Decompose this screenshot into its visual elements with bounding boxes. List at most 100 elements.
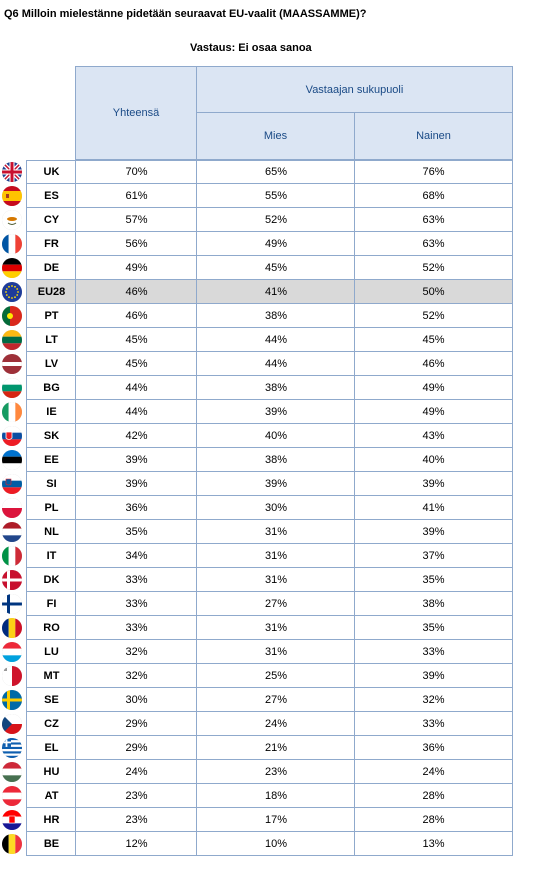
country-code-cell: PT [26, 304, 76, 328]
total-cell: 61% [75, 184, 197, 208]
answer-subtitle-text: Vastaus: Ei osaa sanoa [190, 42, 312, 54]
female-cell: 38% [354, 592, 513, 616]
lu-flag-icon [2, 642, 22, 662]
table-row: EL 29% 21% 36% [0, 736, 513, 760]
country-code-cell: BG [26, 376, 76, 400]
table-row: SI 39% 39% 39% [0, 472, 513, 496]
total-cell: 34% [75, 544, 197, 568]
table-row: AT 23% 18% 28% [0, 784, 513, 808]
country-code-cell: EE [26, 448, 76, 472]
male-cell: 44% [196, 352, 355, 376]
table-row: CY 57% 52% 63% [0, 208, 513, 232]
table-row: ES 61% 55% 68% [0, 184, 513, 208]
female-cell: 49% [354, 376, 513, 400]
country-code-cell: LT [26, 328, 76, 352]
country-code-cell: HU [26, 760, 76, 784]
country-code-cell: BE [26, 832, 76, 856]
female-cell: 52% [354, 256, 513, 280]
country-code-cell: LV [26, 352, 76, 376]
eu-flag-icon [2, 282, 22, 302]
se-flag-icon [2, 690, 22, 710]
table-row: PL 36% 30% 41% [0, 496, 513, 520]
total-cell: 70% [75, 160, 197, 184]
results-table: UK 70% 65% 76% ES 61% 55% 68% CY 57% 52% 63% FR 56% 49… [0, 160, 513, 856]
male-cell: 52% [196, 208, 355, 232]
male-cell: 27% [196, 592, 355, 616]
table-row: FR 56% 49% 63% [0, 232, 513, 256]
male-cell: 65% [196, 160, 355, 184]
header-total: Yhteensä [75, 66, 197, 160]
table-row: EE 39% 38% 40% [0, 448, 513, 472]
country-code-cell: UK [26, 160, 76, 184]
country-code-cell: SI [26, 472, 76, 496]
header-male: Mies [196, 112, 355, 160]
total-cell: 23% [75, 808, 197, 832]
female-cell: 24% [354, 760, 513, 784]
male-cell: 55% [196, 184, 355, 208]
female-cell: 76% [354, 160, 513, 184]
country-code-cell: ES [26, 184, 76, 208]
female-cell: 68% [354, 184, 513, 208]
female-cell: 50% [354, 280, 513, 304]
total-cell: 56% [75, 232, 197, 256]
total-cell: 45% [75, 328, 197, 352]
table-row: BG 44% 38% 49% [0, 376, 513, 400]
total-cell: 39% [75, 448, 197, 472]
country-code-cell: IT [26, 544, 76, 568]
table-row: UK 70% 65% 76% [0, 160, 513, 184]
be-flag-icon [2, 834, 22, 854]
female-cell: 39% [354, 520, 513, 544]
ie-flag-icon [2, 402, 22, 422]
male-cell: 38% [196, 376, 355, 400]
table-row: DK 33% 31% 35% [0, 568, 513, 592]
female-cell: 32% [354, 688, 513, 712]
country-code-cell: SK [26, 424, 76, 448]
male-cell: 45% [196, 256, 355, 280]
female-cell: 52% [354, 304, 513, 328]
female-cell: 39% [354, 664, 513, 688]
total-cell: 33% [75, 568, 197, 592]
female-cell: 13% [354, 832, 513, 856]
country-code-cell: FI [26, 592, 76, 616]
total-cell: 49% [75, 256, 197, 280]
total-cell: 32% [75, 640, 197, 664]
sk-flag-icon [2, 426, 22, 446]
male-cell: 41% [196, 280, 355, 304]
female-cell: 36% [354, 736, 513, 760]
pl-flag-icon [2, 498, 22, 518]
fi-flag-icon [2, 594, 22, 614]
question-title: Q6 Milloin mielestänne pidetään seuraava… [4, 8, 367, 20]
female-cell: 41% [354, 496, 513, 520]
table-row: FI 33% 27% 38% [0, 592, 513, 616]
male-cell: 24% [196, 712, 355, 736]
bg-flag-icon [2, 378, 22, 398]
hu-flag-icon [2, 762, 22, 782]
male-cell: 17% [196, 808, 355, 832]
table-row: LU 32% 31% 33% [0, 640, 513, 664]
male-cell: 31% [196, 568, 355, 592]
female-cell: 40% [354, 448, 513, 472]
male-cell: 30% [196, 496, 355, 520]
female-cell: 37% [354, 544, 513, 568]
total-cell: 46% [75, 280, 197, 304]
table-row: BE 12% 10% 13% [0, 832, 513, 856]
female-cell: 63% [354, 208, 513, 232]
country-code-cell: DE [26, 256, 76, 280]
table-row: HU 24% 23% 24% [0, 760, 513, 784]
total-cell: 12% [75, 832, 197, 856]
country-code-cell: AT [26, 784, 76, 808]
ro-flag-icon [2, 618, 22, 638]
country-code-cell: PL [26, 496, 76, 520]
male-cell: 31% [196, 520, 355, 544]
female-cell: 28% [354, 784, 513, 808]
ee-flag-icon [2, 450, 22, 470]
cy-flag-icon [2, 210, 22, 230]
male-cell: 38% [196, 304, 355, 328]
male-cell: 49% [196, 232, 355, 256]
female-cell: 35% [354, 616, 513, 640]
country-code-cell: IE [26, 400, 76, 424]
female-cell: 63% [354, 232, 513, 256]
male-cell: 31% [196, 640, 355, 664]
male-cell: 18% [196, 784, 355, 808]
table-row: DE 49% 45% 52% [0, 256, 513, 280]
